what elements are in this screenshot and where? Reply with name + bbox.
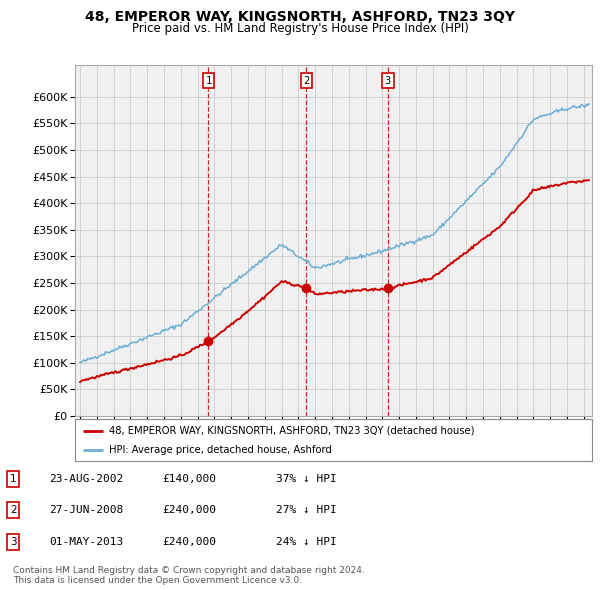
- Text: 23-AUG-2002: 23-AUG-2002: [49, 474, 124, 484]
- Text: Contains HM Land Registry data © Crown copyright and database right 2024.
This d: Contains HM Land Registry data © Crown c…: [13, 566, 365, 585]
- Text: HPI: Average price, detached house, Ashford: HPI: Average price, detached house, Ashf…: [109, 445, 331, 455]
- Text: 3: 3: [10, 537, 17, 546]
- Text: £240,000: £240,000: [162, 506, 216, 515]
- Text: 27% ↓ HPI: 27% ↓ HPI: [276, 506, 337, 515]
- Text: Price paid vs. HM Land Registry's House Price Index (HPI): Price paid vs. HM Land Registry's House …: [131, 22, 469, 35]
- Text: 48, EMPEROR WAY, KINGSNORTH, ASHFORD, TN23 3QY: 48, EMPEROR WAY, KINGSNORTH, ASHFORD, TN…: [85, 10, 515, 24]
- Text: 1: 1: [205, 76, 212, 86]
- Text: £240,000: £240,000: [162, 537, 216, 546]
- Text: 2: 2: [10, 506, 17, 515]
- Text: 1: 1: [10, 474, 17, 484]
- Text: £140,000: £140,000: [162, 474, 216, 484]
- Text: 27-JUN-2008: 27-JUN-2008: [49, 506, 124, 515]
- Text: 2: 2: [304, 76, 310, 86]
- Text: 01-MAY-2013: 01-MAY-2013: [49, 537, 124, 546]
- Text: 24% ↓ HPI: 24% ↓ HPI: [276, 537, 337, 546]
- Text: 37% ↓ HPI: 37% ↓ HPI: [276, 474, 337, 484]
- Text: 3: 3: [385, 76, 391, 86]
- Text: 48, EMPEROR WAY, KINGSNORTH, ASHFORD, TN23 3QY (detached house): 48, EMPEROR WAY, KINGSNORTH, ASHFORD, TN…: [109, 426, 474, 436]
